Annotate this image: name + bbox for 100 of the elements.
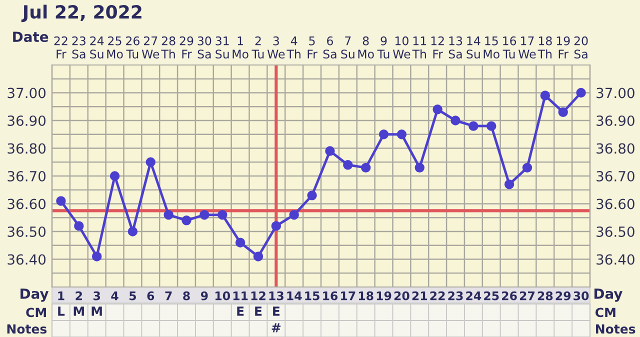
point — [271, 221, 282, 231]
x2-tick-label: 13 Sa — [448, 36, 462, 59]
point — [164, 210, 174, 220]
y-tick-label: 36.70 — [8, 170, 46, 182]
x2-tick-label: 1 Mo — [232, 36, 248, 59]
x-tick-label: 14 — [287, 292, 302, 300]
x2-tick-label: 8 Mo — [358, 36, 374, 59]
x-tick-label: 8 — [183, 291, 190, 300]
y-tick-label: 37.00 — [8, 88, 46, 98]
x2-tick-label: 31 Su — [216, 36, 229, 59]
x2-tick-label: 24 Su — [90, 36, 104, 59]
x2-tick-label: 26 Tu — [126, 36, 140, 59]
x-tick-label: 20 — [394, 291, 410, 300]
point — [307, 190, 317, 200]
x2-tick-label: 4 Th — [286, 36, 300, 58]
point — [450, 116, 460, 126]
point — [92, 252, 102, 262]
point — [253, 252, 264, 262]
x2-tick-label: 2 Tu — [252, 36, 264, 59]
x2-tick-label: 9 Tu — [377, 36, 390, 59]
y2-tick-label: CM — [595, 308, 616, 318]
x-tick-label: 30 — [574, 291, 589, 300]
x-tick-label: 26 — [502, 291, 517, 300]
point — [74, 221, 84, 231]
x-tick-label: 16 — [323, 291, 338, 300]
x2-tick-label: 12 Fr — [431, 36, 444, 58]
x-tick-label: 22 — [430, 291, 445, 300]
text: L — [58, 306, 65, 316]
chart-title: Jul 22, 2022 — [21, 4, 142, 22]
point — [56, 196, 66, 206]
y2-tick-label: 36.40 — [596, 254, 634, 265]
point — [128, 226, 138, 236]
x-tick-label: 25 — [484, 291, 499, 300]
point — [576, 88, 586, 98]
x-tick-label: 5 — [130, 292, 136, 300]
x2-tick-label: 11 Th — [412, 36, 426, 58]
x2-tick-label: 15 Mo — [484, 36, 500, 59]
point — [218, 210, 228, 220]
x2-tick-label: 25 Mo — [107, 36, 123, 59]
text: Day — [594, 288, 622, 302]
x2-tick-label: 7 Su — [341, 36, 354, 59]
point — [289, 210, 299, 220]
point — [522, 162, 532, 173]
point — [110, 171, 120, 181]
x2-tick-label: 5 Fr — [308, 36, 318, 58]
point — [182, 216, 192, 226]
x-tick-label: 19 — [376, 291, 392, 300]
x-tick-label: 23 — [448, 291, 463, 300]
text: E — [237, 306, 244, 316]
point — [378, 130, 389, 140]
y-tick-label: Notes — [7, 324, 47, 334]
text: # — [272, 323, 281, 332]
x-tick-label: 29 — [556, 291, 571, 300]
x-tick-label: 6 — [147, 291, 154, 300]
x2-tick-label: 17 We — [518, 36, 536, 59]
x2-tick-label: 20 Sa — [574, 36, 588, 59]
point — [486, 121, 496, 131]
y-tick-label: 36.50 — [8, 226, 46, 237]
point — [360, 162, 371, 173]
point — [504, 179, 514, 190]
x2-tick-label: 28 Th — [161, 36, 176, 58]
x-tick-label: 13 — [269, 291, 284, 300]
x-tick-label: 15 — [305, 292, 320, 300]
x2-tick-label: 30 Sa — [198, 36, 212, 59]
x-tick-label: 3 — [94, 291, 100, 300]
text: M — [74, 306, 84, 316]
x2-tick-label: 16 Tu — [502, 36, 516, 59]
point — [540, 90, 550, 100]
point — [468, 121, 478, 131]
text: E — [273, 306, 280, 316]
x2-tick-label: 10 We — [392, 36, 410, 59]
point — [432, 104, 442, 114]
y2-tick-label: 36.80 — [596, 143, 634, 154]
y2-tick-label: 36.90 — [596, 115, 634, 126]
x2-tick-label: 23 Sa — [72, 36, 86, 59]
x-tick-label: 10 — [215, 291, 230, 300]
x-tick-label: 18 — [358, 291, 374, 300]
y-tick-label: 36.80 — [8, 143, 46, 154]
x2-tick-label: 14 Su — [466, 36, 480, 59]
x2-tick-label: 22 Fr — [54, 36, 68, 58]
y2-tick-label: 36.70 — [596, 170, 634, 182]
point — [343, 160, 353, 170]
point — [146, 157, 156, 167]
x-tick-label: 27 — [520, 291, 535, 300]
text: M — [92, 306, 102, 316]
x2-tick-label: 27 We — [142, 36, 160, 59]
y-tick-label: 36.90 — [8, 115, 46, 126]
point — [414, 162, 424, 173]
x2-tick-label: 6 Sa — [323, 36, 336, 59]
x-tick-label: 9 — [200, 291, 208, 300]
point — [325, 146, 335, 156]
x-tick-label: 21 — [412, 291, 428, 300]
x2-tick-label: 29 Fr — [180, 36, 194, 58]
point — [396, 130, 407, 140]
x-tick-label: 4 — [111, 292, 118, 300]
text: E — [255, 306, 262, 316]
x2-tick-label: 18 Th — [538, 36, 552, 58]
y2-tick-label: 37.00 — [596, 88, 634, 98]
point — [200, 210, 210, 220]
x-axis-title: Day — [20, 288, 49, 302]
